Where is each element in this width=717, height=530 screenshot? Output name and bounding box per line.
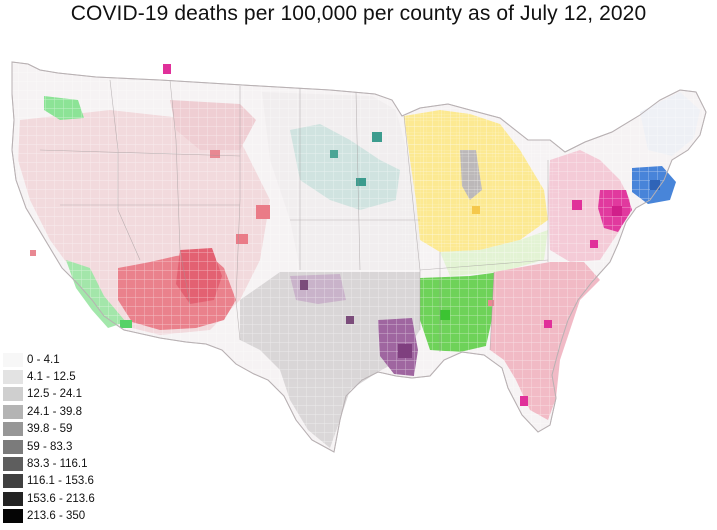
legend-swatch bbox=[3, 491, 23, 506]
legend-swatch bbox=[3, 422, 23, 437]
county-mark bbox=[440, 310, 450, 320]
legend-label: 39.8 - 59 bbox=[27, 423, 73, 436]
state-borders bbox=[39, 79, 549, 352]
county-mark bbox=[372, 132, 382, 142]
legend-swatch bbox=[3, 387, 23, 402]
county-mark bbox=[544, 320, 552, 328]
county-mark bbox=[330, 150, 338, 158]
county-mark bbox=[520, 396, 528, 406]
county-mark bbox=[398, 344, 412, 358]
legend-swatch bbox=[3, 457, 23, 472]
county-mark bbox=[210, 150, 220, 158]
legend-label: 83.3 - 116.1 bbox=[27, 458, 88, 471]
county-mark bbox=[236, 234, 248, 244]
county-mark bbox=[300, 280, 308, 290]
county-mark bbox=[572, 200, 582, 210]
legend-item: 12.5 - 24.1 bbox=[3, 386, 95, 403]
legend-label: 59 - 83.3 bbox=[27, 440, 73, 453]
legend-item: 24.1 - 39.8 bbox=[3, 403, 95, 420]
legend-item: 83.3 - 116.1 bbox=[3, 455, 95, 472]
legend-swatch bbox=[3, 509, 23, 524]
legend-swatch bbox=[3, 439, 23, 454]
county-mark bbox=[650, 180, 660, 190]
legend-label: 153.6 - 213.6 bbox=[27, 492, 95, 505]
county-mark bbox=[356, 178, 366, 186]
county-mark bbox=[30, 250, 36, 256]
legend-item: 0 - 4.1 bbox=[3, 351, 95, 368]
legend-swatch bbox=[3, 370, 23, 385]
legend-label: 24.1 - 39.8 bbox=[27, 405, 82, 418]
map-title: COVID-19 deaths per 100,000 per county a… bbox=[70, 2, 647, 25]
legend-item: 153.6 - 213.6 bbox=[3, 490, 95, 507]
county-mark bbox=[488, 300, 494, 306]
county-mark bbox=[472, 206, 480, 214]
county-mark bbox=[120, 320, 132, 328]
legend-item: 116.1 - 153.6 bbox=[3, 473, 95, 490]
legend-label: 0 - 4.1 bbox=[27, 353, 60, 366]
legend-item: 4.1 - 12.5 bbox=[3, 368, 95, 385]
legend-swatch bbox=[3, 404, 23, 419]
legend-swatch bbox=[3, 474, 23, 489]
county-mark bbox=[163, 64, 171, 74]
county-highlights bbox=[30, 64, 660, 406]
legend-label: 4.1 - 12.5 bbox=[27, 371, 76, 384]
county-mark bbox=[256, 205, 270, 219]
legend-item: 213.6 - 350 bbox=[3, 508, 95, 525]
legend-label: 12.5 - 24.1 bbox=[27, 388, 82, 401]
county-mark bbox=[612, 206, 622, 216]
legend-swatch bbox=[3, 352, 23, 367]
county-mark bbox=[590, 240, 598, 248]
county-mark bbox=[346, 316, 354, 324]
legend-item: 59 - 83.3 bbox=[3, 438, 95, 455]
legend-item: 39.8 - 59 bbox=[3, 421, 95, 438]
legend-label: 116.1 - 153.6 bbox=[27, 475, 94, 488]
legend-label: 213.6 - 350 bbox=[27, 510, 86, 523]
legend: 0 - 4.1 4.1 - 12.5 12.5 - 24.1 24.1 - 39… bbox=[3, 351, 95, 525]
